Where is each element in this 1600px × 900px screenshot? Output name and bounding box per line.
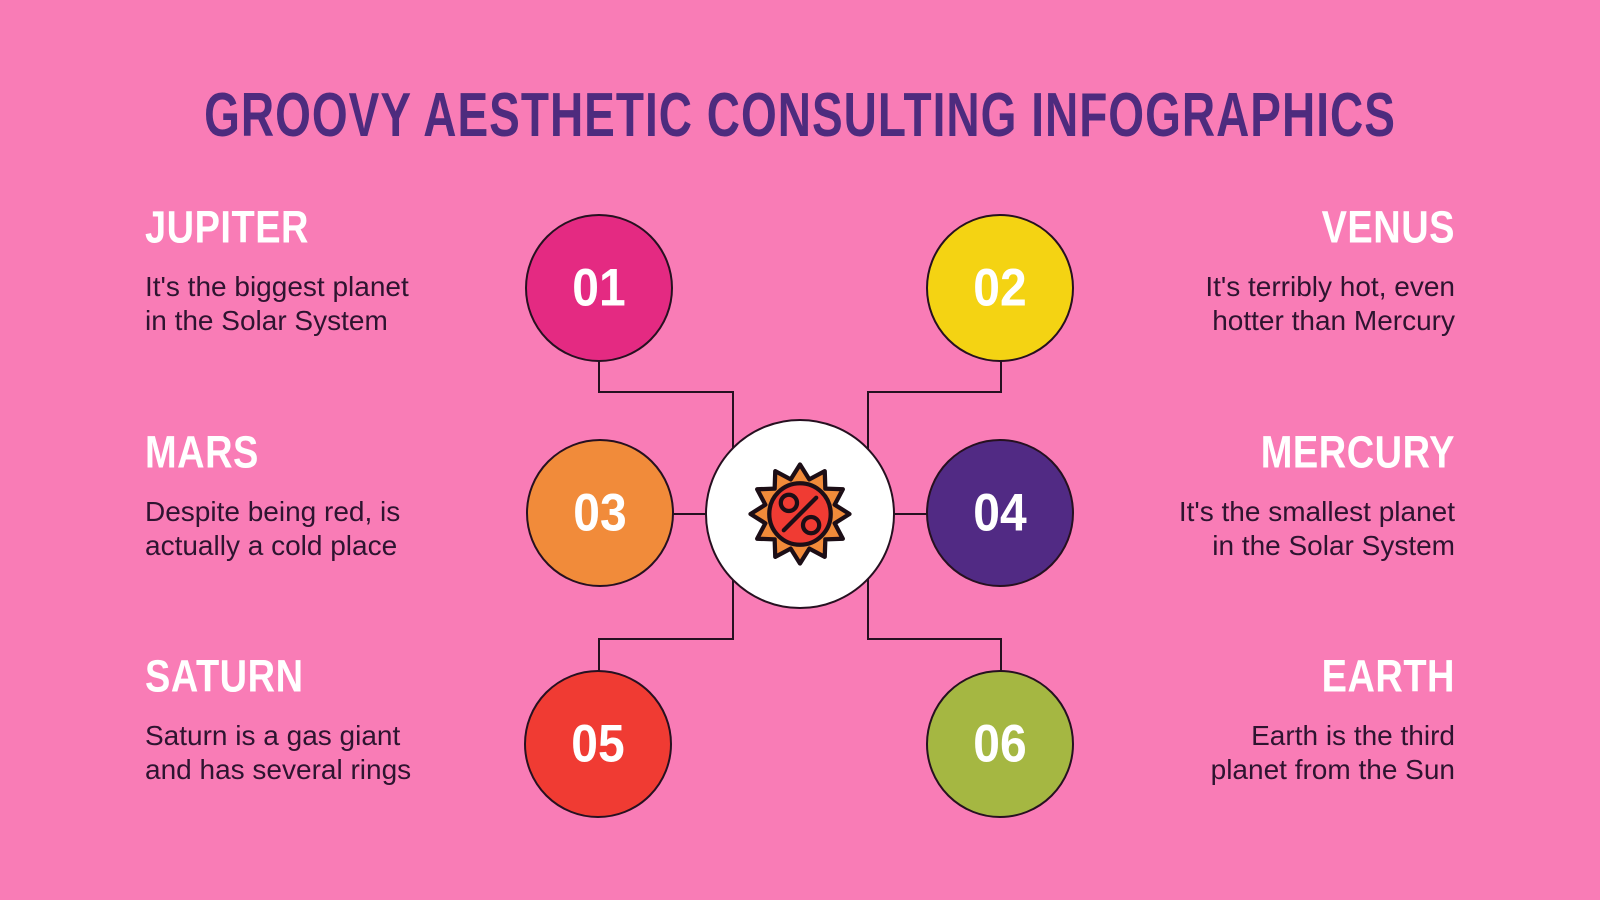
saturn-block: SATURN Saturn is a gas giant and has sev… [145,652,525,787]
node-circle-02: 02 [926,214,1074,362]
node-03-label: 03 [573,483,627,543]
mars-block: MARS Despite being red, is actually a co… [145,428,525,563]
connector-05-hub [598,560,734,700]
sun-percent-icon [748,462,852,566]
connector-02-hub [867,345,1002,470]
mercury-block: MERCURY It's the smallest planet in the … [1075,428,1455,563]
node-circle-05: 05 [524,670,672,818]
node-04-label: 04 [973,483,1027,543]
node-circle-06: 06 [926,670,1074,818]
jupiter-block: JUPITER It's the biggest planet in the S… [145,203,525,338]
earth-description: Earth is the third planet from the Sun [1210,720,1455,786]
jupiter-heading: JUPITER [145,203,309,254]
earth-block: EARTH Earth is the third planet from the… [1075,652,1455,787]
node-02-label: 02 [973,258,1027,318]
center-hub [705,419,895,609]
venus-heading: VENUS [1321,203,1455,254]
node-circle-01: 01 [525,214,673,362]
connector-06-hub [867,560,1002,700]
venus-block: VENUS It's terribly hot, even hotter tha… [1075,203,1455,338]
mercury-description: It's the smallest planet in the Solar Sy… [1178,496,1455,562]
venus-description: It's terribly hot, even hotter than Merc… [1205,271,1455,337]
node-05-label: 05 [571,714,625,774]
saturn-heading: SATURN [145,652,304,703]
page-title: GROOVY AESTHETIC CONSULTING INFOGRAPHICS [204,79,1396,150]
percent-bottom-dot [800,514,822,536]
mars-heading: MARS [145,428,259,479]
connector-01-hub [598,345,734,470]
node-circle-04: 04 [926,439,1074,587]
percent-slash [781,495,819,533]
saturn-description: Saturn is a gas giant and has several ri… [145,720,412,786]
mars-description: Despite being red, is actually a cold pl… [145,496,401,562]
percent-top-dot [778,492,800,514]
earth-heading: EARTH [1321,652,1455,703]
node-06-label: 06 [973,714,1027,774]
node-circle-03: 03 [526,439,674,587]
mercury-heading: MERCURY [1260,428,1455,479]
node-01-label: 01 [572,258,626,318]
jupiter-description: It's the biggest planet in the Solar Sys… [145,271,409,337]
